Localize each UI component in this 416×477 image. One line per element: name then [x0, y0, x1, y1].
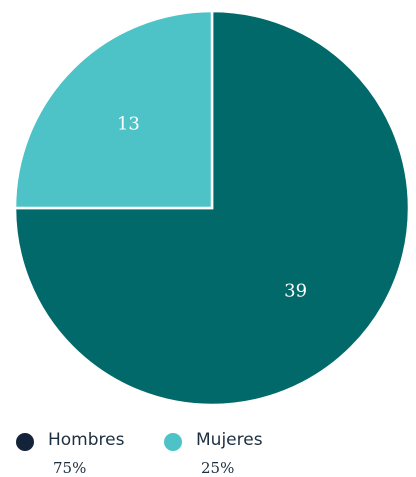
legend-marker-mujeres	[164, 433, 182, 451]
pie-slice-mujeres[interactable]	[13, 9, 214, 210]
pie-value-label-mujeres: 13	[117, 113, 140, 134]
legend-percent-mujeres: 25%	[201, 459, 235, 477]
pie-value-label-hombres: 39	[284, 281, 307, 302]
legend: Hombres 75% Mujeres 25%	[0, 428, 416, 477]
legend-label-hombres: Hombres	[48, 430, 125, 450]
legend-label-mujeres: Mujeres	[196, 430, 263, 450]
pie-chart: 39 13	[13, 9, 411, 405]
legend-marker-hombres	[16, 433, 34, 451]
pie-slices	[13, 9, 411, 405]
pie-slice-hombres[interactable]	[13, 9, 411, 405]
legend-percent-hombres: 75%	[53, 459, 87, 477]
pie-value-labels: 39 13	[117, 113, 307, 301]
